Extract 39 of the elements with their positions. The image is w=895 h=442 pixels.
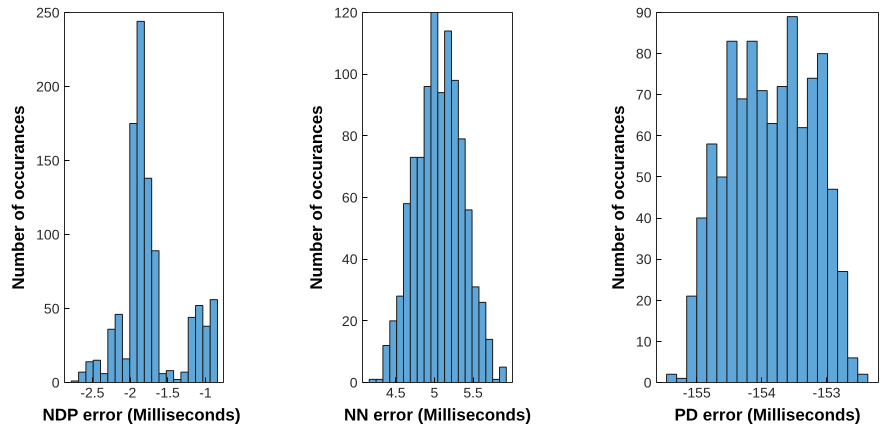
y-tick-label: 0 xyxy=(350,374,358,390)
x-tick-label: 5.5 xyxy=(463,384,484,400)
x-tick-label: -1.5 xyxy=(156,384,180,400)
x-tick-label: -2.5 xyxy=(80,384,105,400)
y-tick-label: 50 xyxy=(44,300,60,316)
x-tick-label: -1 xyxy=(199,384,212,400)
x-tick-label: 4.5 xyxy=(386,384,406,400)
y-tick-label: 30 xyxy=(636,251,652,268)
x-axis-title: NN error (Milliseconds) xyxy=(344,406,532,424)
y-tick-label: 50 xyxy=(636,168,652,185)
y-tick-label: 0 xyxy=(644,374,652,390)
x-tick-label: -154 xyxy=(748,384,776,400)
y-tick-label: 150 xyxy=(36,152,60,168)
y-tick-label: 100 xyxy=(36,226,60,242)
x-tick-label: 5 xyxy=(430,384,439,400)
x-tick-label: -153 xyxy=(812,384,841,400)
x-tick-label: -2 xyxy=(124,384,136,400)
y-tick-label: 100 xyxy=(334,66,358,82)
y-tick-label: 60 xyxy=(342,190,358,206)
y-tick-label: 10 xyxy=(636,333,652,350)
x-axis-title: NDP error (Milliseconds) xyxy=(42,406,241,424)
y-tick-label: 40 xyxy=(342,251,358,268)
y-axis-title: Number of occurances xyxy=(9,105,28,290)
y-tick-label: 120 xyxy=(334,4,358,20)
y-tick-label: 70 xyxy=(636,86,652,103)
y-axis-title: Number of occurances xyxy=(307,105,326,290)
y-tick-label: 200 xyxy=(36,78,60,94)
x-tick-label: -155 xyxy=(682,384,711,400)
y-tick-label: 90 xyxy=(636,4,652,20)
x-axis-title: PD error (Milliseconds) xyxy=(674,406,861,424)
y-tick-label: 60 xyxy=(636,128,652,144)
y-tick-label: 20 xyxy=(636,292,652,308)
y-axis-title: Number of occurances xyxy=(608,105,628,290)
y-tick-label: 250 xyxy=(36,4,60,20)
y-tick-label: 20 xyxy=(342,312,358,329)
y-tick-label: 80 xyxy=(342,128,358,144)
y-tick-label: 0 xyxy=(52,374,60,390)
y-tick-label: 40 xyxy=(636,210,652,226)
y-tick-label: 80 xyxy=(636,46,652,62)
